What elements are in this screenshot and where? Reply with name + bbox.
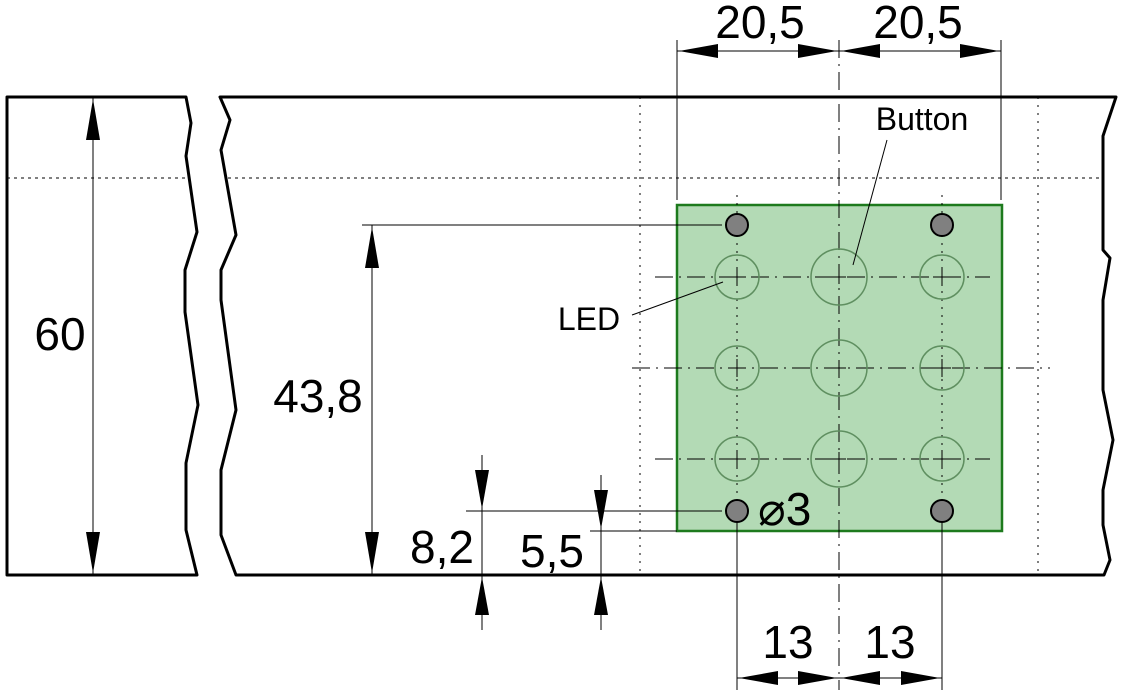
dimension-pitch-top-right-label: 20,5	[873, 0, 963, 48]
dimension-height-holes	[362, 224, 722, 575]
led-ring-r1-right	[919, 254, 965, 300]
led-ring-r3-left	[714, 436, 760, 482]
left-profile-outline	[5, 95, 200, 577]
mounting-hole-bottom-right	[930, 499, 954, 523]
button-ring-r1-center	[810, 248, 868, 306]
hole-diameter-label: ⌀3	[758, 483, 811, 535]
led-ring-r3-right	[919, 436, 965, 482]
dimension-pitch-top	[676, 40, 1002, 200]
dimension-pitch-bottom	[736, 522, 943, 690]
led-ring-r2-right	[919, 345, 965, 391]
mounting-hole-top-right	[930, 213, 954, 237]
led-ring-r2-left	[714, 345, 760, 391]
button-ring-r2-center	[810, 339, 868, 397]
button-label: Button	[876, 101, 969, 137]
dimension-offset-plate-label: 5,5	[520, 525, 584, 577]
dimension-height-total-label: 60	[34, 308, 85, 360]
right-profile-outline	[218, 95, 1118, 577]
button-leader-line	[852, 139, 888, 266]
mounting-hole-top-left	[725, 213, 749, 237]
button-ring-r3-center	[810, 430, 868, 488]
dimension-pitch-bottom-right-label: 13	[864, 616, 915, 668]
dimension-height-holes-label: 43,8	[273, 370, 363, 422]
dimension-offset-bottom-holes	[466, 455, 722, 630]
mounting-hole-bottom-left	[725, 499, 749, 523]
led-leader-line	[631, 281, 724, 316]
dimension-offset-plate	[590, 475, 677, 630]
dimension-height-total	[86, 97, 100, 575]
dimension-pitch-bottom-left-label: 13	[762, 616, 813, 668]
led-ring-r1-left	[714, 254, 760, 300]
dimension-offset-bottom-holes-label: 8,2	[410, 521, 474, 573]
led-label: LED	[558, 301, 620, 337]
dimension-pitch-top-left-label: 20,5	[715, 0, 805, 48]
